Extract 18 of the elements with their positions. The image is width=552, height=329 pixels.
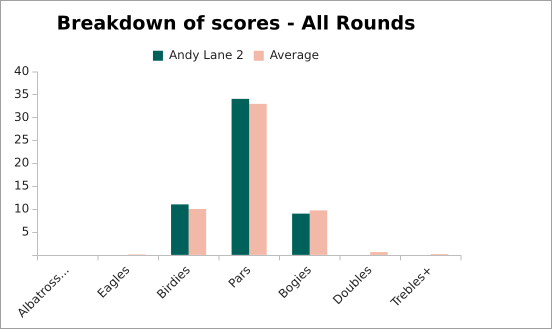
- bar: [249, 104, 267, 255]
- y-tick-label: 40: [14, 64, 30, 78]
- bar: [188, 208, 206, 255]
- y-tick-label: 30: [14, 110, 30, 124]
- y-tick-label: 35: [14, 86, 30, 101]
- y-tick-label: 5: [22, 224, 30, 238]
- legend-label: Average: [270, 48, 320, 62]
- bar: [292, 214, 310, 255]
- bar: [310, 210, 328, 255]
- bar: [232, 98, 250, 255]
- bar: [370, 252, 388, 255]
- chart-title: Breakdown of scores - All Rounds: [56, 12, 416, 34]
- y-tick-label: 15: [14, 178, 30, 193]
- legend-label: Andy Lane 2: [168, 48, 244, 62]
- y-tick-label: 25: [14, 132, 30, 147]
- bar: [171, 204, 189, 255]
- y-tick-label: 20: [14, 156, 30, 170]
- y-tick-label: 10: [14, 202, 30, 216]
